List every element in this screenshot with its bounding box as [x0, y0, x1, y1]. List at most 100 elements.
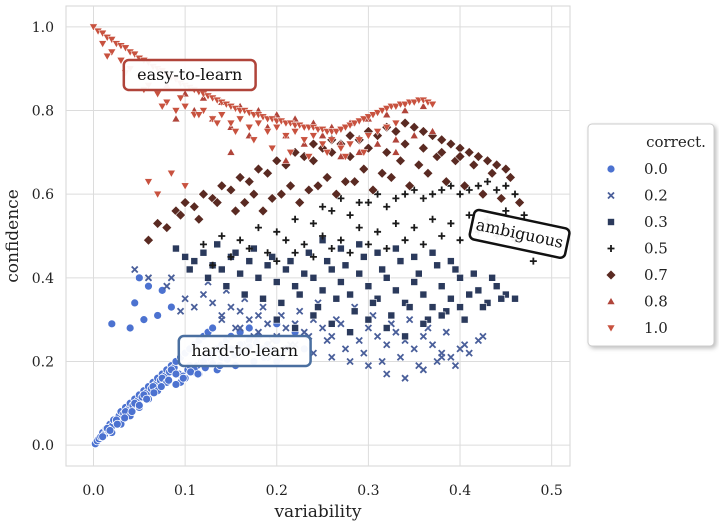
data-point: [392, 194, 400, 202]
data-point: [460, 315, 469, 324]
series-0.2: [131, 265, 487, 382]
y-tick-label: 0.0: [32, 438, 54, 454]
legend-label: 1.0: [644, 319, 668, 337]
data-point: [373, 332, 382, 341]
data-point: [447, 182, 455, 190]
data-point: [468, 159, 480, 171]
data-point: [484, 178, 492, 186]
data-point: [153, 311, 163, 320]
data-point: [373, 109, 382, 118]
legend: correct. 0.0 0.2 0.3 0.5 0.7 0.8 1.0: [587, 123, 715, 347]
data-point: [401, 374, 409, 382]
data-point: [359, 149, 369, 157]
data-point: [405, 303, 414, 311]
data-point: [318, 286, 327, 295]
data-point: [493, 186, 501, 194]
data-point: [428, 248, 437, 257]
data-point: [216, 180, 228, 192]
region-label-box: [468, 208, 571, 260]
data-point: [391, 119, 401, 128]
legend-label: 0.7: [644, 266, 668, 284]
data-point: [272, 315, 281, 324]
data-point: [243, 176, 255, 188]
data-point: [193, 369, 203, 379]
y-tick-label: 0.2: [32, 354, 54, 370]
data-point: [505, 172, 516, 183]
data-point: [383, 370, 391, 378]
data-point: [323, 336, 331, 345]
data-point: [286, 257, 295, 265]
data-point: [180, 103, 190, 111]
data-point: [309, 274, 318, 282]
data-point: [181, 295, 189, 303]
legend-label: 0.3: [644, 213, 668, 231]
data-point: [419, 290, 428, 299]
data-point: [437, 282, 446, 290]
data-point: [285, 180, 296, 192]
data-point: [456, 190, 464, 198]
y-tick-label: 0.8: [32, 104, 54, 120]
data-point: [199, 290, 208, 299]
data-point: [346, 328, 354, 336]
data-point: [244, 124, 254, 132]
data-point: [378, 265, 386, 274]
legend-label: 0.5: [644, 240, 668, 258]
data-point: [474, 286, 483, 295]
series-0.5: [199, 178, 537, 269]
data-point: [410, 278, 419, 286]
data-point: [345, 140, 355, 149]
data-point: [413, 159, 425, 171]
legend-marker: [607, 245, 615, 252]
data-point: [112, 419, 122, 429]
series-0.7: [143, 117, 526, 246]
data-point: [479, 332, 487, 341]
data-point: [198, 188, 209, 200]
data-point: [245, 245, 253, 253]
data-point: [188, 201, 200, 213]
data-point: [520, 211, 528, 219]
data-point: [428, 101, 437, 109]
data-point: [300, 240, 308, 248]
data-point: [116, 57, 126, 65]
data-point: [363, 113, 373, 122]
data-point: [359, 115, 369, 124]
data-point: [447, 257, 455, 265]
data-point: [337, 194, 345, 202]
data-point: [180, 182, 190, 191]
data-point: [428, 341, 437, 349]
data-point: [410, 224, 418, 232]
data-point: [291, 249, 299, 257]
data-point: [419, 240, 427, 248]
data-point: [410, 345, 418, 353]
data-point: [367, 184, 379, 196]
data-point: [391, 135, 401, 144]
region-label-text: easy-to-learn: [137, 65, 242, 84]
data-point: [364, 324, 373, 332]
data-point: [208, 323, 218, 333]
data-point: [236, 236, 244, 244]
data-point: [381, 146, 393, 158]
data-point: [409, 98, 419, 107]
data-point: [144, 281, 153, 291]
data-point: [193, 213, 205, 225]
data-point: [346, 357, 354, 366]
data-point: [472, 151, 484, 162]
data-point: [134, 400, 144, 410]
data-point: [263, 320, 272, 328]
region-label-box: [122, 58, 257, 92]
data-point: [419, 332, 428, 341]
data-point: [456, 236, 464, 244]
data-point: [396, 353, 405, 361]
data-point: [275, 188, 287, 200]
data-point: [254, 119, 263, 128]
data-point: [419, 194, 427, 202]
data-point: [125, 323, 135, 333]
data-point: [346, 249, 354, 257]
data-point: [303, 184, 315, 196]
data-point: [230, 205, 241, 217]
data-point: [445, 138, 457, 150]
data-point: [479, 303, 487, 311]
data-point: [391, 103, 401, 111]
legend-entry: 1.0: [606, 319, 668, 337]
data-point: [438, 232, 446, 240]
